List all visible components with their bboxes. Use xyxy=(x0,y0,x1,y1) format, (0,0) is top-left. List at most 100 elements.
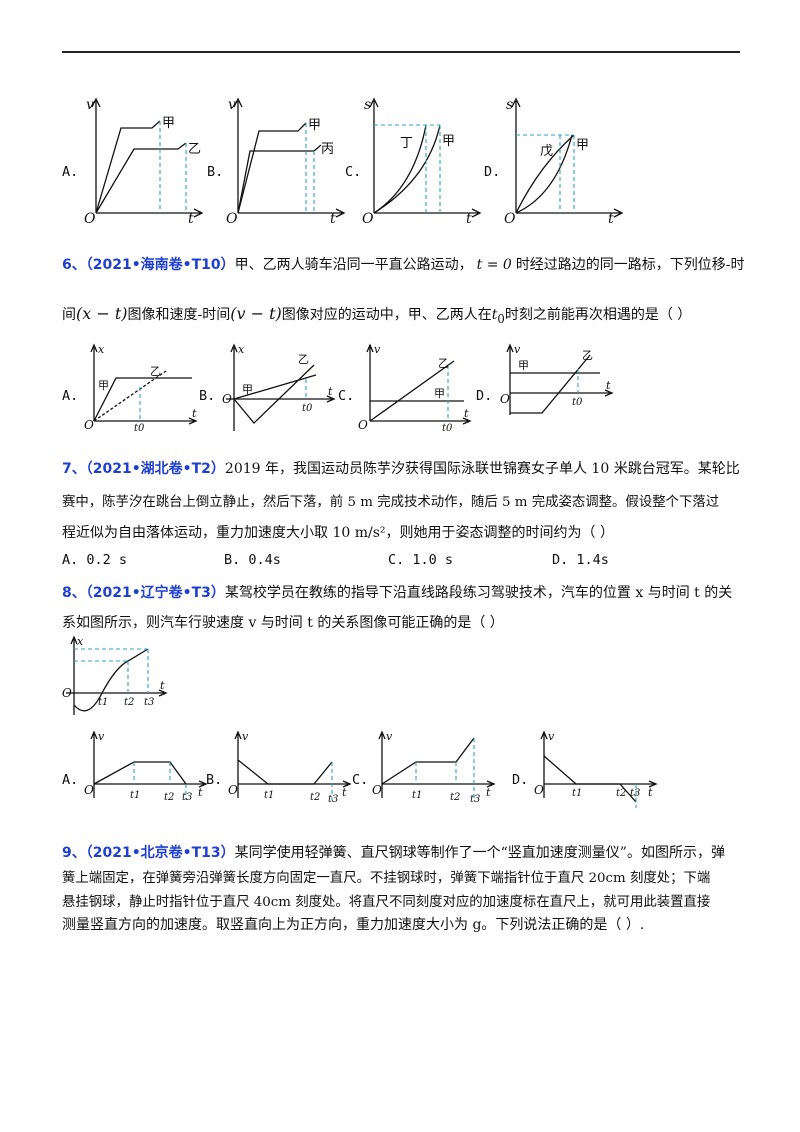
q6-line-2: 间(x − t)图像和速度-时间(v − t)图像对应的运动中，甲、乙两人在t0… xyxy=(62,304,691,326)
q8-line-1: 8、（2021•辽宁卷•T3）某驾校学员在教练的指导下沿直线路段练习驾驶技术，汽… xyxy=(62,582,732,602)
q8c-t3: t3 xyxy=(470,794,480,805)
q8-graph-b: v t O t1 t2 t3 xyxy=(228,730,352,805)
q9-line-3: 悬挂钢球，静止时指针位于直尺 40cm 刻度处。将直尺不同刻度对应的加速度标在直… xyxy=(62,895,711,910)
q6b-t0: t0 xyxy=(302,403,313,414)
q5c-y-label: s xyxy=(364,97,371,113)
q5a-origin: O xyxy=(84,211,96,227)
q5b-y-label: v xyxy=(228,97,236,113)
q8a-y-label: v xyxy=(98,730,105,743)
q6c-curve-2: 乙 xyxy=(438,357,449,370)
q6-text-2b: 图像和速度-时间 xyxy=(127,307,231,323)
q6a-origin: O xyxy=(84,418,94,432)
q8-option-d-label: D. xyxy=(512,772,529,788)
q8-graph-a: v t O t1 t2 t3 xyxy=(84,730,208,803)
q5d-y-label: s xyxy=(506,97,513,113)
q8-main-t1: t1 xyxy=(98,697,108,708)
q7-header: 7、（2021•湖北卷•T2） xyxy=(62,461,225,477)
q5d-x-label: t xyxy=(608,211,614,227)
q8a-t3: t3 xyxy=(182,792,192,803)
q8-main-y-label: x xyxy=(77,635,84,648)
q7-line-2: 赛中，陈芋汐在跳台上倒立静止，然后下落，前 5 m 完成技术动作，随后 5 m … xyxy=(62,495,720,510)
q8d-t3: t3 xyxy=(630,788,640,799)
q8-option-a-label: A. xyxy=(62,772,79,788)
q8d-t2: t2 xyxy=(616,788,626,799)
q6b-curve-1: 甲 xyxy=(242,383,253,396)
q8d-y-label: v xyxy=(548,730,555,743)
q5-graph-b: v t O 甲 丙 xyxy=(226,97,346,227)
q6b-x-label: t xyxy=(328,385,333,398)
q5-option-b-label: B. xyxy=(207,164,224,180)
q6-t0: t xyxy=(491,307,498,323)
q8-text-1: 某驾校学员在教练的指导下沿直线路段练习驾驶技术，汽车的位置 x 与时间 t 的关 xyxy=(224,585,733,601)
q5-option-c-label: C. xyxy=(345,164,362,180)
q6-t-eq: t = 0 xyxy=(476,257,512,273)
q6c-origin: O xyxy=(358,418,368,432)
q8a-t2: t2 xyxy=(164,792,174,803)
q6-graph-c: v t O 甲 乙 t0 xyxy=(358,343,472,434)
q5-option-a-label: A. xyxy=(62,164,79,180)
q6-graph-a: x t O 甲 乙 t0 xyxy=(84,343,198,434)
q8-option-c-label: C. xyxy=(352,772,369,788)
q6a-y-label: x xyxy=(98,343,105,356)
q8b-t1: t1 xyxy=(264,790,274,801)
q6a-t0: t0 xyxy=(134,423,145,434)
q6d-origin: O xyxy=(500,392,510,406)
q6-option-c-label: C. xyxy=(338,388,355,404)
q8c-t2: t2 xyxy=(450,792,460,803)
q8-graph-d: v t O t1 t2 t3 xyxy=(534,730,658,808)
q8-graph-c: v t O t1 t2 t3 xyxy=(372,730,496,805)
q8d-x-label: t xyxy=(648,786,653,799)
q7-option-c: C. 1.0 s xyxy=(388,552,454,568)
q8b-origin: O xyxy=(228,783,238,797)
q8a-origin: O xyxy=(84,783,94,797)
q6-text-2d: 时刻之前能再次相遇的是（ ） xyxy=(504,307,692,323)
q8b-x-label: t xyxy=(342,786,347,799)
q6a-curve-2: 乙 xyxy=(150,365,161,378)
q8b-t3: t3 xyxy=(328,794,338,805)
q6-graph-d: v t O 甲 乙 t0 xyxy=(500,343,614,415)
q6b-y-label: x xyxy=(238,343,245,356)
q5b-curve-1: 甲 xyxy=(308,118,321,133)
q7-option-a: A. 0.2 s xyxy=(62,552,128,568)
q5-graph-d: s t O 戊 甲 xyxy=(504,97,624,227)
q6d-y-label: v xyxy=(514,343,521,356)
q8d-t1: t1 xyxy=(572,788,582,799)
header-rule xyxy=(62,51,740,53)
q5a-y-label: v xyxy=(86,97,94,113)
q8a-t1: t1 xyxy=(130,790,140,801)
q6-graph-b: x t O 甲 乙 t0 xyxy=(222,343,336,431)
q7-line-1: 7、（2021•湖北卷•T2）2019 年，我国运动员陈芋汐获得国际泳联世锦赛女… xyxy=(62,458,740,478)
q7-option-d: D. 1.4s xyxy=(552,552,609,568)
q8-main-t2: t2 xyxy=(124,697,134,708)
q8c-y-label: v xyxy=(386,730,393,743)
q8c-t1: t1 xyxy=(412,790,422,801)
q8b-t2: t2 xyxy=(310,792,320,803)
q8-main-x-label: t xyxy=(160,679,165,692)
q6-text-2c: 图像对应的运动中，甲、乙两人在 xyxy=(281,307,492,323)
q8-main-graph: x t O t1 t2 t3 xyxy=(62,635,168,715)
q8-header: 8、（2021•辽宁卷•T3） xyxy=(62,585,225,601)
q9-line-2: 簧上端固定，在弹簧旁沿弹簧长度方向固定一直尺。不挂钢球时，弹簧下端指针位于直尺 … xyxy=(62,871,711,886)
q6-header: 6、（2021•海南卷•T10） xyxy=(62,257,235,273)
q8-line-2: 系如图所示，则汽车行驶速度 v 与时间 t 的关系图像可能正确的是（ ） xyxy=(62,615,504,631)
q5a-curve-1: 甲 xyxy=(162,116,175,131)
q6a-curve-1: 甲 xyxy=(98,379,109,392)
q8-main-origin: O xyxy=(62,686,72,700)
q5-graph-c: s t O 丁 甲 xyxy=(362,97,482,227)
q5-option-d-label: D. xyxy=(484,164,501,180)
q6d-curve-2: 乙 xyxy=(582,349,593,362)
q6-xt: (x − t) xyxy=(76,304,128,323)
q5c-x-label: t xyxy=(466,211,472,227)
q7-option-b: B. 0.4s xyxy=(224,552,281,568)
q6-text-1a: 甲、乙两人骑车沿同一平直公路运动， xyxy=(234,257,473,273)
q6d-x-label: t xyxy=(606,379,611,392)
q6b-origin: O xyxy=(222,392,232,406)
q6-option-b-label: B. xyxy=(199,388,216,404)
q5c-curve-1: 丁 xyxy=(400,136,413,151)
q9-line-1: 9、（2021•北京卷•T13）某同学使用轻弹簧、直尺钢球等制作了一个“竖直加速… xyxy=(62,842,725,862)
q6c-x-label: t xyxy=(464,407,469,420)
q6a-x-label: t xyxy=(192,407,197,420)
q5d-curve-1: 戊 xyxy=(540,144,553,159)
q6d-curve-1: 甲 xyxy=(518,359,529,372)
q7-text-1: 2019 年，我国运动员陈芋汐获得国际泳联世锦赛女子单人 10 米跳台冠军。某轮… xyxy=(224,461,740,477)
